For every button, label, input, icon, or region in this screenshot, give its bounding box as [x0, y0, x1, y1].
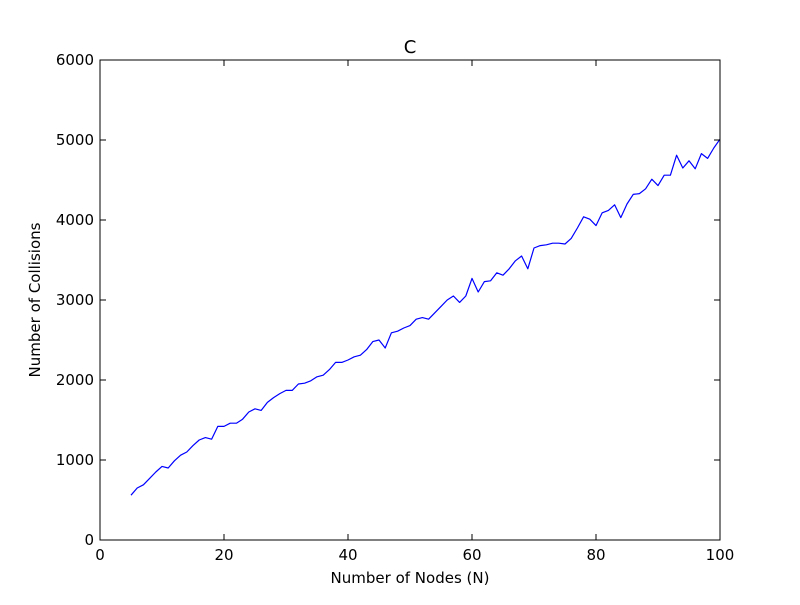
y-tick-label-3: 3000	[56, 291, 94, 309]
y-tick-label-6: 6000	[56, 51, 94, 69]
y-tick-label-2: 2000	[56, 371, 94, 389]
series-line-0	[130, 138, 721, 496]
y-axis-label: Number of Collisions	[26, 222, 44, 377]
x-tick-label-0: 0	[95, 546, 105, 564]
y-tick-label-4: 4000	[56, 211, 94, 229]
chart-title: C	[404, 37, 417, 58]
x-axis-label: Number of Nodes (N)	[331, 569, 490, 587]
y-tick-label-1: 1000	[56, 451, 94, 469]
y-tick-label-5: 5000	[56, 131, 94, 149]
axes-frame	[99, 59, 721, 541]
x-tick-label-4: 80	[586, 546, 605, 564]
x-tick-label-3: 60	[462, 546, 481, 564]
y-tick-label-0: 0	[84, 531, 94, 549]
x-tick-label-5: 100	[706, 546, 735, 564]
x-tick-label-2: 40	[338, 546, 357, 564]
x-tick-label-1: 20	[214, 546, 233, 564]
